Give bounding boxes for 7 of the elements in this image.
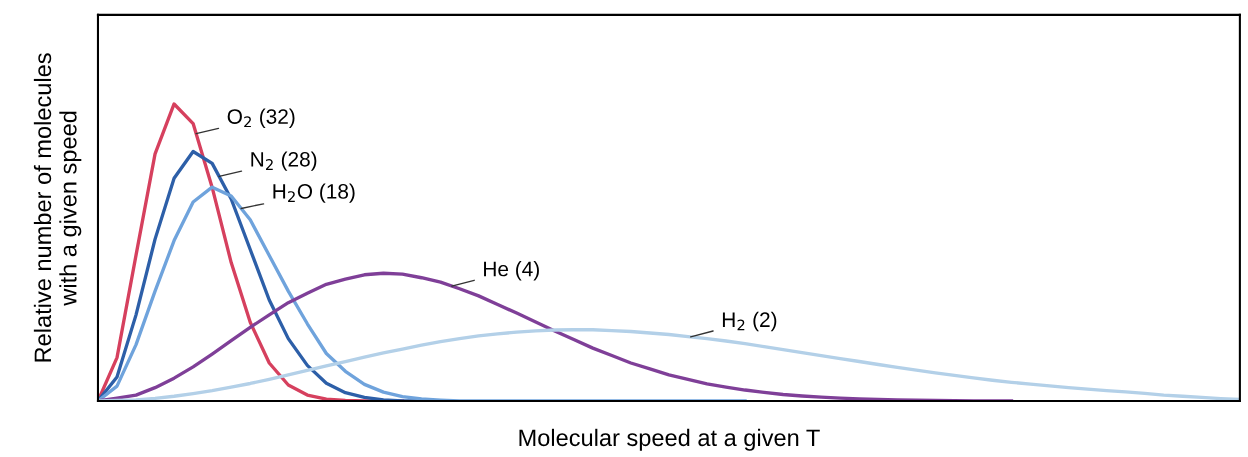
series-label: O$_{2}$ (32) bbox=[227, 108, 295, 129]
series-label: N$_{2}$ (28) bbox=[251, 151, 317, 171]
x-axis-title: Molecular speed at a given T bbox=[519, 428, 820, 451]
series-label: He (4) bbox=[484, 261, 539, 281]
y-axis-title: Relative number of molecules with a given speed bbox=[33, 53, 82, 362]
series-label: H$_{2}$ (2) bbox=[722, 311, 777, 332]
series-label: H$_{2}$O (18) bbox=[273, 183, 355, 203]
